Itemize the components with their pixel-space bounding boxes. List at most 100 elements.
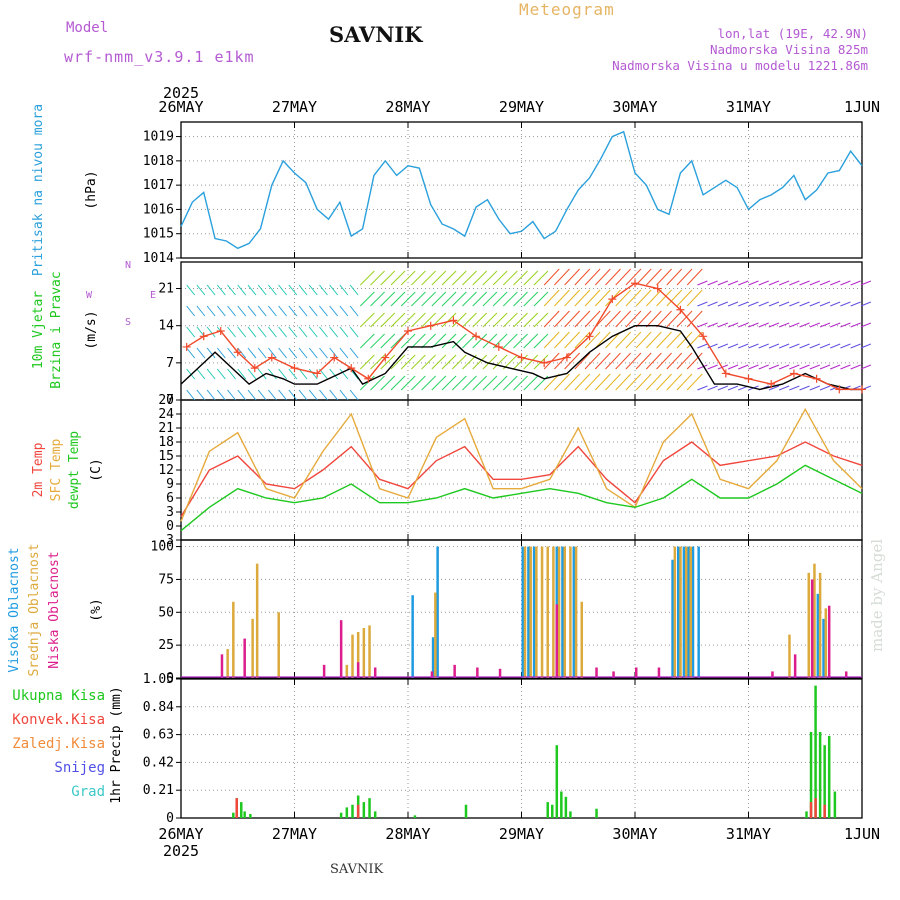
y-tick-label: 21 xyxy=(158,421,174,436)
bar-visoka-oblacnost xyxy=(532,546,536,678)
wind-arrow xyxy=(860,364,872,370)
wind-arrow xyxy=(574,268,591,286)
bar-srednja-oblacnost xyxy=(523,546,527,678)
bar-ukupna-kisa xyxy=(809,731,813,818)
bar-ukupna-kisa xyxy=(351,804,354,818)
wind-arrow xyxy=(237,389,247,401)
wind-arrow xyxy=(339,284,349,296)
wind-arrow xyxy=(390,312,406,328)
wind-arrow xyxy=(554,268,570,286)
bar-visoka-oblacnost xyxy=(561,546,564,678)
wind-arrow xyxy=(676,352,693,370)
bar-niska-oblacnost xyxy=(771,671,774,678)
wind-arrow xyxy=(370,312,385,328)
wind-arrow xyxy=(615,352,632,370)
bar-konvek-kisa xyxy=(814,798,817,818)
wind-arrow xyxy=(186,326,196,338)
wind-arrow xyxy=(594,373,611,391)
wind-arrow xyxy=(574,331,591,349)
wind-arrow xyxy=(666,310,683,328)
wind-arrow xyxy=(707,301,718,307)
wind-arrow xyxy=(819,322,831,328)
wind-arrow xyxy=(472,333,488,349)
wind-arrow xyxy=(298,305,308,317)
wind-arrow xyxy=(656,310,672,328)
wind-arrow xyxy=(441,354,457,370)
wind-arrow xyxy=(349,284,359,296)
y-tick-label: 1017 xyxy=(143,178,174,193)
wind-arrow xyxy=(707,364,718,370)
wind-arrow xyxy=(635,289,652,307)
wind-arrow xyxy=(206,368,216,380)
gust-point xyxy=(858,385,866,394)
wind-arrow xyxy=(799,280,810,286)
wind-arrow xyxy=(227,305,236,317)
bar-niska-oblacnost xyxy=(220,654,224,678)
wind-arrow xyxy=(574,310,591,328)
wind-arrow xyxy=(247,389,257,401)
wind-arrow xyxy=(411,375,426,391)
gust-point xyxy=(313,369,322,378)
wind-arrow xyxy=(554,289,570,307)
y-tick-label: 0.42 xyxy=(143,755,174,770)
wind-arrow xyxy=(462,270,477,286)
wind-arrow xyxy=(758,343,769,349)
wind-arrow xyxy=(768,364,780,370)
wind-arrow xyxy=(227,368,236,380)
precip-legend-2: Zaledj.Kisa xyxy=(12,736,105,752)
compass-s: S xyxy=(125,317,131,328)
bar-srednja-oblacnost xyxy=(434,592,437,678)
bar-niska-oblacnost xyxy=(827,605,831,678)
wind-arrow xyxy=(411,291,426,307)
wind-arrow xyxy=(584,331,601,349)
wind-arrow xyxy=(319,305,328,317)
wind-arrow xyxy=(543,289,560,307)
precip-legend-3: Snijeg xyxy=(54,760,105,776)
series-line-2m-temp xyxy=(180,441,863,518)
y-tick-label: 3 xyxy=(166,505,174,520)
wind-arrow xyxy=(359,270,375,286)
wind-arrow xyxy=(748,301,759,307)
wind-arrow xyxy=(268,368,277,380)
bar-konvek-kisa xyxy=(809,802,813,818)
wind-arrow xyxy=(278,326,288,338)
wind-arrow xyxy=(564,373,580,391)
wind-arrow xyxy=(523,312,539,328)
wind-arrow xyxy=(349,347,359,359)
bar-srednja-oblacnost xyxy=(813,563,816,678)
bar-niska-oblacnost xyxy=(810,579,814,678)
wind-arrow xyxy=(778,280,790,286)
wind-arrow xyxy=(411,333,426,349)
bar-visoka-oblacnost xyxy=(572,546,576,678)
gust-point xyxy=(347,364,356,373)
wind-arrow xyxy=(339,389,349,401)
wind-arrow xyxy=(564,268,580,286)
wind-arrow xyxy=(748,322,759,328)
wind-arrow xyxy=(247,326,257,338)
wind-arrow xyxy=(645,352,662,370)
bar-niska-oblacnost xyxy=(476,667,479,678)
wind-arrow xyxy=(482,270,498,286)
wind-arrow xyxy=(778,385,790,391)
wind-arrow xyxy=(359,291,375,307)
bar-ukupna-kisa xyxy=(339,812,343,818)
compass-w: W xyxy=(86,290,93,301)
wind-arrow xyxy=(635,331,652,349)
wind-arrow xyxy=(441,333,457,349)
wind-arrow xyxy=(380,375,396,391)
wind-arrow xyxy=(564,352,580,370)
wind-arrow xyxy=(778,301,790,307)
wind-arrow xyxy=(850,301,861,307)
wind-arrow xyxy=(186,305,196,317)
wind-arrow xyxy=(329,305,339,317)
wind-arrow xyxy=(635,352,652,370)
gust-point xyxy=(199,332,208,341)
wind-arrow xyxy=(523,333,539,349)
wind-arrow xyxy=(206,389,216,401)
wind-arrow xyxy=(380,291,396,307)
bar-konvek-kisa xyxy=(823,804,826,818)
wind-arrow xyxy=(268,326,277,338)
cloud-ylabel-low: Niska Oblacnost xyxy=(47,551,62,668)
wind-arrow xyxy=(278,389,288,401)
wind-arrow xyxy=(247,368,257,380)
